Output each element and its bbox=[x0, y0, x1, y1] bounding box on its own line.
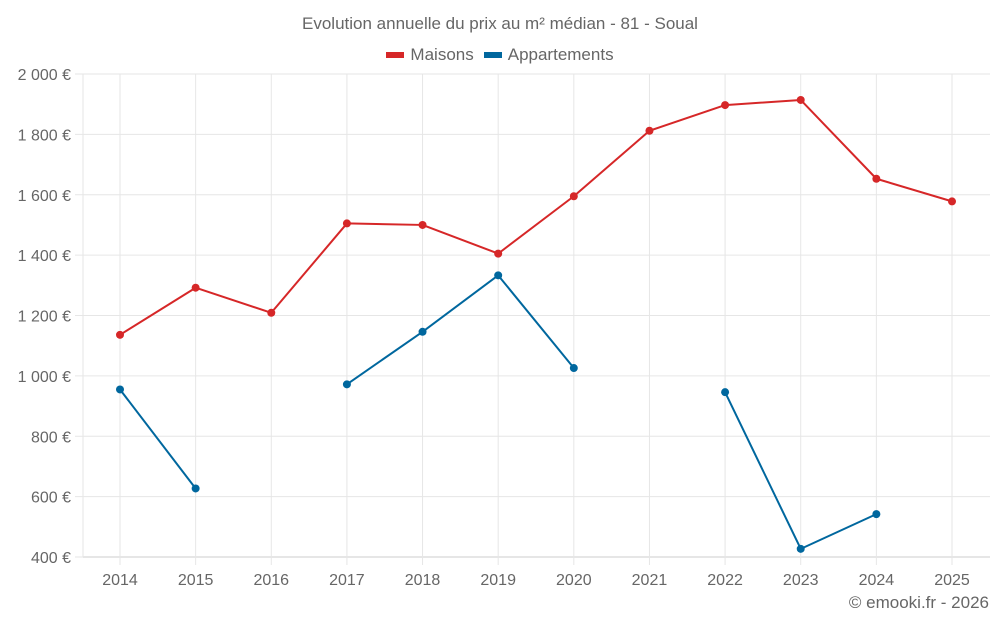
legend-swatch-appartements bbox=[483, 52, 502, 58]
data-point bbox=[796, 95, 805, 104]
data-point bbox=[418, 327, 427, 336]
grid bbox=[82, 73, 990, 565]
y-tick-label: 1 800 € bbox=[18, 127, 71, 144]
x-tick-label: 2014 bbox=[102, 572, 138, 589]
x-tick-label: 2021 bbox=[632, 572, 668, 589]
data-point bbox=[494, 249, 503, 258]
data-point bbox=[191, 283, 200, 292]
series-maisons bbox=[116, 95, 956, 339]
data-point bbox=[569, 192, 578, 201]
y-tick-label: 2 000 € bbox=[18, 67, 71, 84]
data-point bbox=[872, 174, 881, 183]
series-line bbox=[346, 274, 575, 386]
data-point bbox=[948, 197, 956, 206]
legend-swatch-maisons bbox=[386, 52, 405, 58]
y-axis: 400 € 600 € 800 € 1 000 € 1 200 € 1 400 € 1 60… bbox=[18, 67, 83, 567]
x-axis: 2014 2015 2016 2017 2018 2019 2020 2021 2022 2023… bbox=[102, 572, 970, 589]
y-tick-label: 800 € bbox=[31, 429, 71, 446]
y-tick-label: 600 € bbox=[31, 490, 71, 507]
data-point bbox=[418, 220, 427, 229]
series-line bbox=[119, 98, 953, 336]
y-tick-label: 1 200 € bbox=[18, 309, 71, 326]
x-tick-label: 2019 bbox=[480, 572, 516, 589]
y-tick-label: 1 000 € bbox=[18, 369, 71, 386]
x-tick-label: 2023 bbox=[783, 572, 819, 589]
y-tick-label: 1 400 € bbox=[18, 248, 71, 265]
chart-title: Evolution annuelle du prix au m² médian … bbox=[302, 14, 698, 33]
x-tick-label: 2025 bbox=[934, 572, 970, 589]
data-point bbox=[569, 364, 578, 373]
data-point bbox=[721, 388, 730, 397]
series-line bbox=[119, 388, 197, 490]
credit: © emooki.fr - 2026 bbox=[848, 593, 989, 612]
data-point bbox=[342, 219, 351, 228]
data-point bbox=[872, 510, 881, 519]
x-tick-label: 2020 bbox=[556, 572, 592, 589]
data-point bbox=[116, 330, 124, 339]
data-point bbox=[494, 271, 503, 280]
data-point bbox=[267, 308, 276, 317]
data-point bbox=[645, 126, 654, 135]
data-point bbox=[342, 380, 351, 389]
x-tick-label: 2015 bbox=[178, 572, 214, 589]
y-tick-label: 400 € bbox=[31, 550, 71, 567]
data-point bbox=[116, 385, 124, 394]
data-point bbox=[796, 544, 805, 553]
data-point bbox=[721, 101, 730, 110]
legend-label-appartements: Appartements bbox=[507, 45, 614, 64]
x-tick-label: 2018 bbox=[405, 572, 441, 589]
legend: Maisons Appartements bbox=[0, 45, 1000, 65]
x-tick-label: 2017 bbox=[329, 572, 365, 589]
series-layer bbox=[116, 95, 956, 553]
x-tick-label: 2016 bbox=[253, 572, 289, 589]
x-tick-label: 2024 bbox=[859, 572, 895, 589]
y-tick-label: 1 600 € bbox=[18, 188, 71, 205]
legend-item-appartements[interactable]: Appartements bbox=[483, 45, 614, 65]
series-appartements bbox=[116, 271, 881, 553]
legend-label-maisons: Maisons bbox=[410, 45, 474, 64]
legend-item-maisons[interactable]: Maisons bbox=[386, 45, 474, 65]
x-tick-label: 2022 bbox=[707, 572, 743, 589]
data-point bbox=[191, 484, 200, 493]
